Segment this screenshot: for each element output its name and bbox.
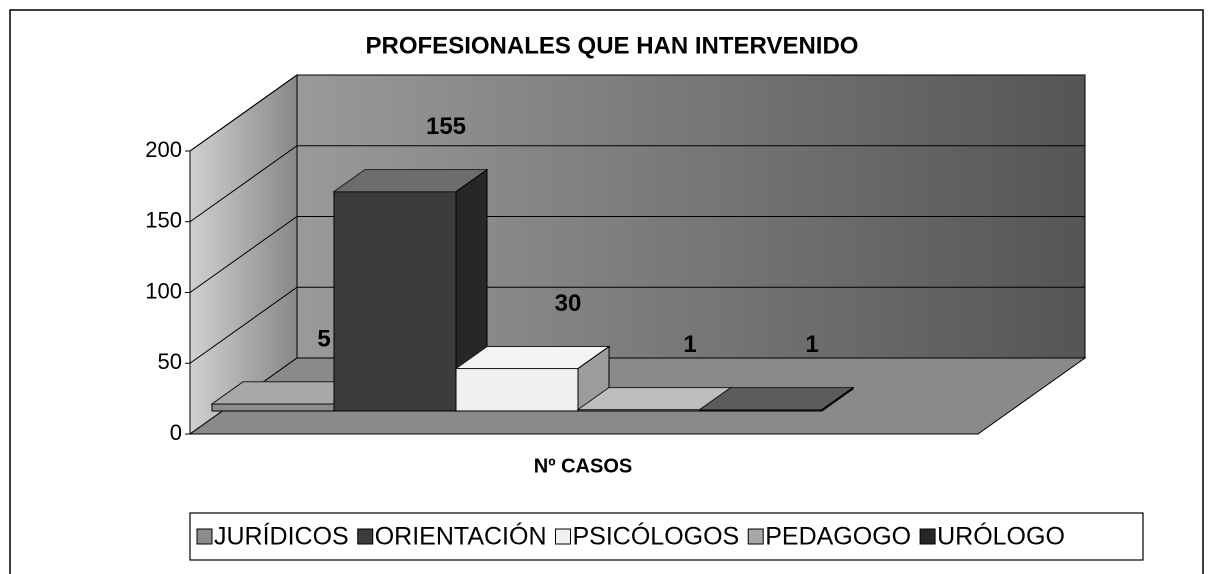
- legend-label: PSICÓLOGOS: [573, 522, 740, 551]
- bar-front: [455, 368, 579, 412]
- bar-top-shade: [212, 381, 365, 404]
- bar-top-shade: [456, 346, 609, 369]
- bar-side: [821, 386, 854, 412]
- grid-line: [189, 216, 1085, 293]
- legend-label: PEDAGOGO: [765, 523, 911, 551]
- legend-swatch: [747, 528, 764, 545]
- legend-label: ORIENTACIÓN: [375, 522, 547, 551]
- legend-swatch: [357, 528, 374, 545]
- legend: [189, 512, 1144, 561]
- bar-top-shade: [334, 169, 487, 192]
- data-label: 1: [805, 331, 818, 358]
- legend-swatch: [555, 528, 571, 545]
- bar-side-shade: [456, 169, 487, 411]
- legend-label: URÓLOGO: [937, 522, 1065, 551]
- legend-swatch: [196, 528, 213, 545]
- legend-swatch: [919, 528, 936, 545]
- bar-side-shade: [578, 346, 609, 411]
- chart-title: PROFESIONALES QUE HAN INTERVENIDO: [366, 32, 859, 59]
- y-tick-label: 200: [145, 137, 182, 162]
- grid-line: [189, 145, 1085, 223]
- y-tick-label: 100: [145, 278, 182, 303]
- x-axis-label: Nº CASOS: [534, 455, 632, 477]
- data-label: 30: [555, 290, 582, 317]
- bar-top-shade: [578, 387, 731, 410]
- grid-line: [189, 74, 1085, 152]
- y-tick-label: 50: [158, 349, 182, 374]
- grid-line: [189, 286, 1085, 364]
- y-tick-label: 0: [170, 420, 182, 445]
- data-label: 5: [317, 325, 330, 352]
- data-label: 1: [683, 331, 696, 358]
- y-tick-label: 150: [145, 208, 182, 233]
- bar-top-shade: [700, 387, 853, 410]
- data-label: 155: [426, 113, 466, 140]
- bar-front: [333, 191, 457, 412]
- bar-front: [211, 403, 335, 412]
- bar-side-shade: [822, 387, 853, 411]
- legend-label: JURÍDICOS: [214, 522, 349, 551]
